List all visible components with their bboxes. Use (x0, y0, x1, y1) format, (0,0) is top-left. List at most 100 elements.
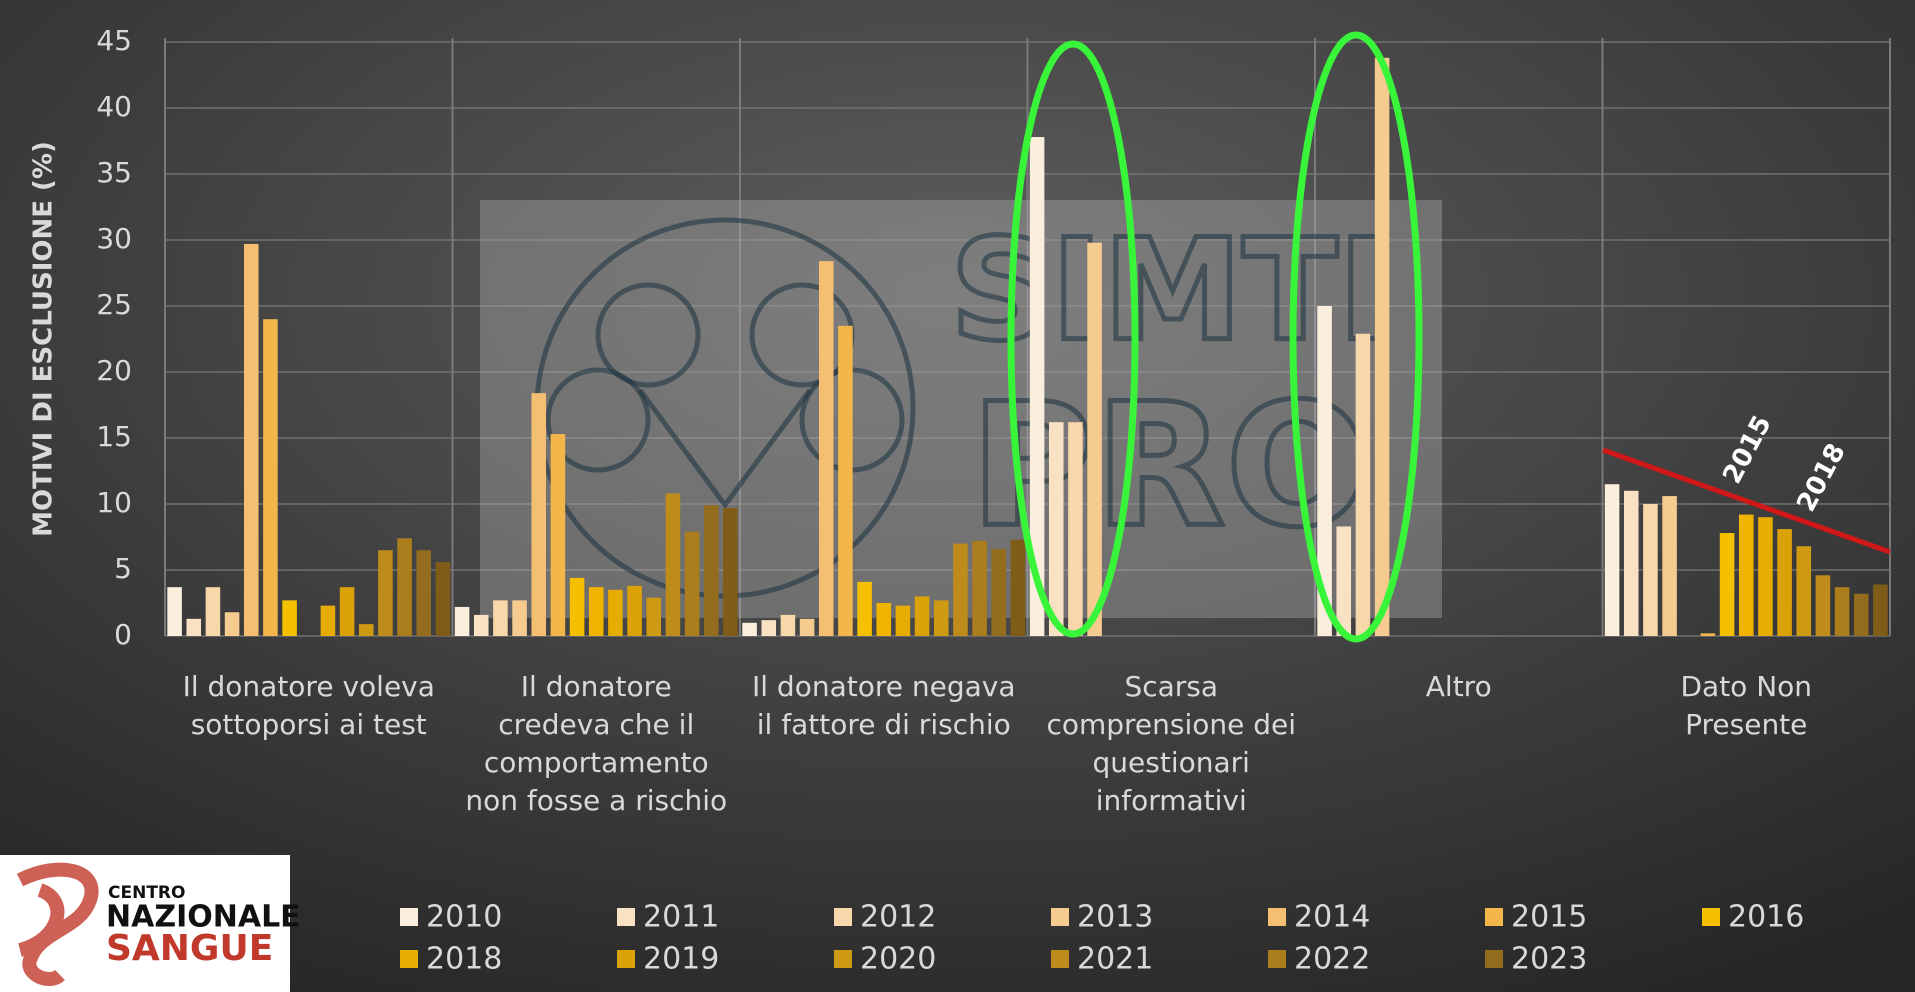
x-tick-label: Il donatore credeva che il comportamento no… (465, 670, 727, 817)
bar (838, 325, 853, 636)
logo-mark (16, 862, 99, 986)
bar (1873, 584, 1888, 636)
bar (588, 587, 604, 636)
bar (1662, 496, 1677, 636)
bar (473, 614, 489, 636)
y-tick-label: 5 (114, 552, 132, 585)
bar (1029, 137, 1045, 637)
bar (167, 587, 182, 636)
bar (435, 562, 451, 636)
bar (416, 550, 432, 636)
bar (186, 618, 202, 636)
bar (1796, 546, 1812, 636)
bar (857, 581, 872, 636)
bar (205, 587, 221, 636)
bar (454, 606, 470, 636)
bar (1068, 422, 1083, 636)
y-tick-label: 35 (96, 156, 132, 189)
bar (1738, 514, 1754, 636)
bar (608, 589, 623, 636)
y-tick-label: 10 (96, 486, 132, 519)
y-tick-label: 25 (96, 288, 132, 321)
legend-label: 2012 (860, 900, 936, 935)
y-tick-label: 15 (96, 420, 132, 453)
bar (531, 393, 547, 636)
bar (1374, 57, 1390, 636)
trend-line (1602, 447, 1891, 555)
bar (723, 507, 738, 636)
bar (378, 550, 393, 636)
bar (780, 614, 796, 636)
y-tick-label: 45 (96, 24, 132, 57)
bar (1853, 593, 1869, 636)
y-tick-label: 30 (96, 222, 132, 255)
bar (569, 577, 585, 636)
x-tick-label: Scarsa comprensione dei questionari informa… (1046, 670, 1296, 817)
highlight-ellipse (1007, 40, 1139, 638)
legend-swatch (400, 950, 418, 968)
legend-swatch (617, 950, 635, 968)
bar (646, 597, 662, 636)
bar (895, 605, 911, 636)
bar (550, 434, 566, 636)
bar (1643, 504, 1658, 636)
bar (665, 493, 681, 636)
legend-swatch (1268, 950, 1286, 968)
bar (1336, 526, 1352, 636)
bar (243, 243, 259, 636)
bar (1834, 587, 1850, 636)
legend-label: 2011 (643, 900, 719, 935)
y-tick-label: 40 (96, 90, 132, 123)
bar (1087, 242, 1102, 636)
legend-swatch (1485, 908, 1503, 926)
bar (933, 600, 949, 636)
bar (818, 261, 834, 636)
bar (703, 505, 719, 636)
y-tick-label: 0 (114, 618, 132, 651)
bar (1048, 422, 1064, 636)
legend-swatch (834, 908, 852, 926)
legend-swatch (834, 950, 852, 968)
bar (1700, 633, 1716, 636)
bar (320, 605, 336, 636)
legend-swatch (1702, 908, 1720, 926)
legend-swatch (1268, 908, 1286, 926)
logo-text: CENTRO (108, 883, 185, 903)
x-tick-label: Il donatore negava il fattore di rischio (752, 670, 1016, 741)
bar (358, 624, 374, 636)
bar (397, 538, 412, 636)
bar (761, 620, 777, 636)
bar (627, 585, 642, 636)
legend-swatch (1485, 950, 1503, 968)
bar (684, 531, 700, 636)
legend-swatch (1051, 950, 1069, 968)
bar (1604, 484, 1620, 636)
bar (914, 596, 930, 636)
highlight-ellipse (1289, 31, 1423, 643)
bar (1317, 306, 1332, 636)
bar (1719, 533, 1735, 636)
legend-label: 2015 (1511, 900, 1587, 935)
bar (876, 603, 892, 636)
legend-swatch (400, 908, 418, 926)
bar (1623, 490, 1639, 636)
bar (339, 587, 355, 636)
y-axis-label: MOTIVI DI ESCLUSIONE (%) (29, 141, 59, 537)
legend-label: 2022 (1294, 942, 1370, 977)
legend-swatch (617, 908, 635, 926)
bar (1815, 575, 1831, 636)
bar (224, 612, 240, 636)
logo-text: NAZIONALE (106, 900, 301, 935)
bar (282, 600, 297, 636)
bar (1010, 539, 1026, 636)
legend-label: 2010 (426, 900, 502, 935)
bar (991, 548, 1007, 636)
y-tick-label: 20 (96, 354, 132, 387)
x-tick-label: Dato Non Presente (1680, 670, 1812, 741)
legend-label: 2016 (1728, 900, 1804, 935)
x-tick-label: Il donatore voleva sottoporsi ai test (183, 670, 435, 741)
bar (493, 600, 508, 636)
legend-label: 2023 (1511, 942, 1587, 977)
